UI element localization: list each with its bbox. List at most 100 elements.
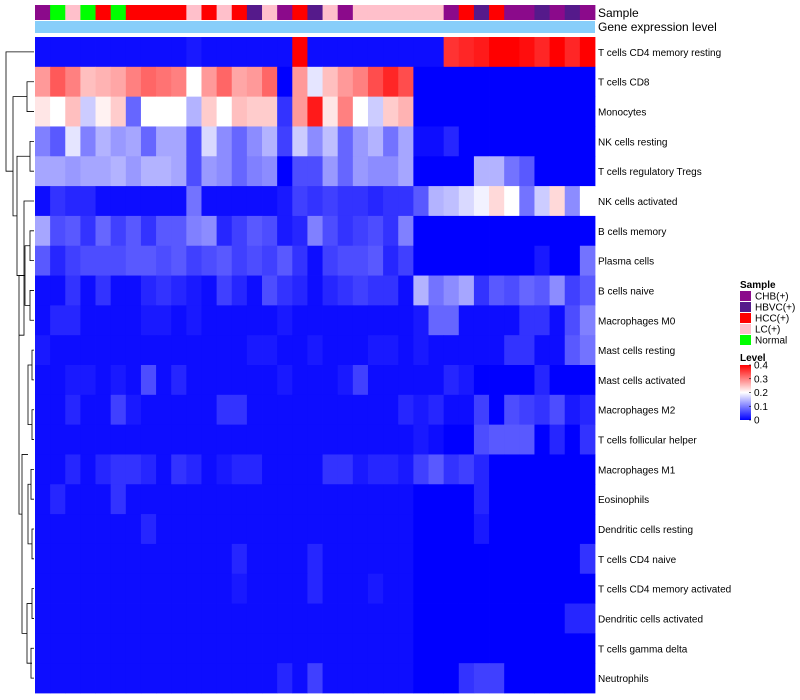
heatmap-cell — [322, 573, 339, 604]
heatmap-cell — [458, 424, 475, 455]
heatmap-cell — [489, 633, 505, 664]
heatmap-cell — [277, 186, 293, 217]
heatmap-cell — [322, 66, 339, 98]
heatmap-cell — [186, 365, 202, 396]
heatmap-cell — [140, 454, 157, 485]
heatmap-cell — [443, 275, 460, 306]
heatmap-cell — [65, 275, 81, 306]
heatmap-cell — [579, 543, 596, 575]
heatmap-cell — [504, 126, 520, 157]
heatmap-cell — [277, 394, 293, 426]
heatmap-cell — [473, 275, 490, 306]
heatmap-cell — [519, 543, 535, 575]
heatmap-cell — [50, 66, 66, 98]
heatmap-cell — [549, 305, 566, 336]
heatmap-cell — [579, 424, 596, 455]
heatmap-cell — [337, 633, 354, 664]
heatmap-cell — [110, 215, 127, 247]
heatmap-cell — [65, 66, 81, 98]
heatmap-cell — [458, 484, 475, 515]
heatmap-cell — [534, 603, 550, 634]
heatmap-cell — [413, 424, 429, 455]
heatmap-cell — [383, 424, 399, 455]
heatmap-cell — [579, 96, 596, 127]
heatmap-cell — [171, 275, 187, 306]
heatmap-cell — [171, 603, 187, 634]
heatmap-cell — [231, 96, 248, 127]
heatmap-cell — [579, 365, 596, 396]
dendrogram-branch — [31, 349, 34, 381]
heatmap-cell — [428, 66, 445, 98]
heatmap-cell — [579, 156, 596, 187]
heatmap-cell — [171, 394, 187, 426]
heatmap-cell — [262, 126, 278, 157]
heatmap-cell — [95, 543, 112, 575]
heatmap-cell — [171, 186, 187, 217]
heatmap-cell — [110, 454, 127, 485]
heatmap-cell — [292, 245, 308, 276]
heatmap-cell — [231, 573, 248, 604]
heatmap-cell — [519, 663, 535, 694]
heatmap-cell — [262, 66, 278, 98]
heatmap-cell — [50, 365, 66, 396]
heatmap-cell — [504, 66, 520, 98]
heatmap-cell — [413, 514, 429, 545]
heatmap-cell — [428, 305, 445, 336]
heatmap-cell — [262, 37, 278, 68]
heatmap-cell — [367, 37, 384, 68]
heatmap-cell — [307, 573, 323, 604]
heatmap-cell — [564, 603, 581, 634]
heatmap-cell — [246, 215, 263, 247]
heatmap-cell — [246, 424, 263, 455]
heatmap-cell — [322, 543, 339, 575]
heatmap-cell — [504, 335, 520, 366]
heatmap-cell — [216, 245, 233, 276]
level-tick-label: 0.4 — [754, 361, 768, 372]
heatmap-cell — [262, 156, 278, 187]
heatmap-cell — [534, 394, 550, 426]
heatmap-cell — [171, 424, 187, 455]
heatmap-cell — [216, 394, 233, 426]
heatmap-cell — [534, 275, 550, 306]
heatmap-cell — [156, 633, 172, 664]
heatmap-cell — [519, 126, 535, 157]
heatmap-cell — [65, 335, 81, 366]
legend-entry-label: Normal — [755, 336, 787, 347]
heatmap-cell — [80, 543, 96, 575]
heatmap-cell — [398, 633, 414, 664]
heatmap-cell — [125, 543, 142, 575]
heatmap-cell — [549, 514, 566, 545]
heatmap-cell — [95, 484, 112, 515]
sample-annotation-cell — [262, 5, 278, 20]
heatmap-cell — [473, 394, 490, 426]
heatmap-cell — [216, 514, 233, 545]
heatmap-cell — [367, 573, 384, 604]
row-label: T cells CD4 memory activated — [598, 585, 731, 596]
heatmap-cell — [50, 156, 66, 187]
heatmap-cell — [95, 663, 112, 694]
heatmap-cell — [504, 543, 520, 575]
heatmap-cell — [171, 663, 187, 694]
heatmap-cell — [413, 603, 429, 634]
heatmap-cell — [246, 663, 263, 694]
heatmap-cell — [277, 424, 293, 455]
heatmap-cell — [367, 156, 384, 187]
heatmap-cell — [201, 186, 218, 217]
heatmap-cell — [125, 156, 142, 187]
heatmap-cell — [489, 484, 505, 515]
heatmap-cell — [125, 514, 142, 545]
heatmap-cell — [95, 275, 112, 306]
sample-annotation-cell — [246, 5, 263, 20]
heatmap-cell — [428, 663, 445, 694]
heatmap-cell — [322, 454, 339, 485]
heatmap-cell — [564, 245, 581, 276]
row-label: NK cells activated — [598, 197, 677, 208]
heatmap-cell — [473, 96, 490, 127]
legend-entry-label: HBVC(+) — [755, 303, 795, 314]
heatmap-cell — [337, 96, 354, 127]
legend-swatch — [740, 291, 751, 301]
heatmap-cell — [246, 603, 263, 634]
dendrogram-branch — [29, 230, 34, 262]
heatmap-cell — [292, 37, 308, 68]
heatmap-cell — [231, 365, 248, 396]
